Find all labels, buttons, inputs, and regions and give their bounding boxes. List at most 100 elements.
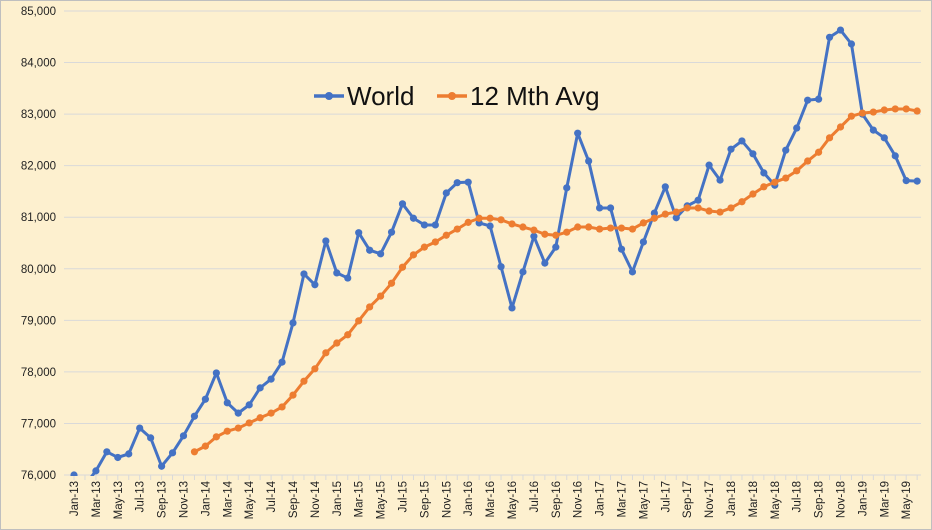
- data-point-world: [125, 450, 133, 458]
- data-point-12-mth-avg: [442, 231, 450, 239]
- data-point-world: [574, 129, 582, 137]
- x-tick-label: Nov-16: [573, 481, 585, 518]
- data-point-12-mth-avg: [705, 207, 713, 215]
- data-point-world: [891, 152, 899, 160]
- data-point-12-mth-avg: [497, 216, 505, 224]
- data-point-12-mth-avg: [683, 204, 691, 212]
- data-point-12-mth-avg: [190, 448, 199, 456]
- data-point-12-mth-avg: [563, 228, 571, 236]
- data-point-world: [913, 177, 921, 185]
- data-point-world: [256, 384, 264, 392]
- data-point-12-mth-avg: [771, 178, 779, 186]
- data-point-world: [508, 304, 516, 312]
- data-point-world: [453, 179, 461, 187]
- data-point-12-mth-avg: [475, 214, 483, 222]
- data-point-world: [201, 395, 209, 403]
- y-tick-label: 82,000: [21, 161, 56, 173]
- x-tick-label: Sep-14: [288, 480, 300, 518]
- legend-item-world: World: [314, 81, 414, 111]
- data-point-world: [136, 424, 144, 432]
- data-point-world: [563, 184, 571, 192]
- x-tick-label: Sep-18: [814, 481, 826, 518]
- data-point-12-mth-avg: [793, 167, 801, 175]
- data-point-12-mth-avg: [825, 134, 834, 142]
- legend-label-12-mth-avg: 12 Mth Avg: [470, 81, 600, 111]
- x-tick-label: Mar-14: [222, 480, 234, 517]
- data-point-12-mth-avg: [355, 317, 363, 325]
- data-point-12-mth-avg: [267, 409, 275, 417]
- x-tick-label: Mar-19: [879, 481, 891, 517]
- data-point-12-mth-avg: [311, 365, 319, 373]
- x-tick-label: May-17: [638, 481, 650, 519]
- data-point-12-mth-avg: [891, 105, 899, 113]
- data-point-world: [158, 462, 166, 470]
- y-tick-label: 83,000: [21, 109, 56, 121]
- data-point-world: [311, 281, 319, 289]
- data-point-12-mth-avg: [333, 339, 341, 347]
- x-tick-label: May-13: [113, 481, 125, 519]
- y-tick-label: 81,000: [21, 212, 56, 224]
- data-point-12-mth-avg: [694, 204, 702, 212]
- y-tick-label: 76,000: [21, 470, 56, 482]
- data-point-world: [694, 196, 702, 204]
- data-point-12-mth-avg: [541, 230, 549, 238]
- data-point-world: [322, 237, 330, 245]
- data-point-world: [387, 228, 396, 236]
- y-tick-label: 85,000: [21, 6, 56, 18]
- data-point-world: [190, 412, 199, 420]
- data-point-world: [442, 189, 450, 197]
- legend-item-12-mth-avg: 12 Mth Avg: [437, 81, 600, 111]
- x-tick-label: May-16: [507, 481, 519, 519]
- data-point-world: [212, 369, 220, 377]
- y-axis: 76,000 77,000 78,000 79,000 80,000 81,000 82,0…: [21, 6, 56, 482]
- data-point-12-mth-avg: [804, 157, 812, 165]
- x-tick-label: Jan-13: [69, 481, 81, 516]
- data-point-12-mth-avg: [639, 219, 648, 227]
- data-point-world: [836, 26, 845, 34]
- x-tick-label: May-15: [376, 481, 388, 519]
- data-point-world: [628, 268, 637, 276]
- data-point-world: [738, 137, 746, 145]
- data-point-12-mth-avg: [234, 424, 242, 432]
- data-point-world: [245, 401, 253, 409]
- y-tick-label: 80,000: [21, 264, 56, 276]
- x-tick-label: Jan-19: [857, 481, 869, 516]
- data-point-world: [81, 482, 88, 489]
- x-tick-label: Mar-13: [91, 481, 103, 517]
- data-point-world: [552, 243, 560, 251]
- data-point-world: [727, 145, 735, 153]
- x-tick-label: Sep-15: [419, 481, 431, 518]
- y-tick-label: 84,000: [21, 58, 56, 70]
- data-point-12-mth-avg: [344, 331, 352, 339]
- x-tick-label: May-19: [901, 481, 913, 519]
- data-point-world: [147, 434, 155, 442]
- x-tick-label: Jan-16: [463, 481, 475, 516]
- x-tick-label: Jan-14: [200, 480, 212, 516]
- data-point-world: [409, 214, 418, 222]
- data-point-12-mth-avg: [420, 243, 428, 251]
- x-tick-label: Nov-18: [836, 481, 848, 518]
- data-point-12-mth-avg: [672, 208, 680, 216]
- data-point-world: [168, 449, 177, 457]
- data-point-world: [617, 245, 626, 253]
- data-point-12-mth-avg: [398, 263, 407, 271]
- data-point-world: [716, 176, 724, 184]
- x-tick-label: Nov-14: [310, 480, 322, 518]
- x-tick-label: Sep-17: [682, 481, 694, 518]
- x-tick-label: May-18: [770, 481, 782, 519]
- data-point-world: [377, 250, 385, 258]
- x-tick-label: Mar-15: [354, 481, 366, 517]
- data-point-world: [760, 169, 768, 177]
- y-tick-label: 78,000: [21, 367, 56, 379]
- data-point-world: [606, 204, 615, 212]
- data-point-12-mth-avg: [880, 106, 888, 114]
- data-point-world: [639, 238, 648, 246]
- data-point-world: [486, 222, 494, 230]
- data-point-world: [267, 375, 275, 383]
- series-lines: [70, 26, 921, 489]
- x-tick-label: Jan-15: [332, 481, 344, 516]
- data-point-12-mth-avg: [256, 414, 264, 422]
- data-point-world: [70, 471, 78, 476]
- data-point-12-mth-avg: [201, 442, 209, 450]
